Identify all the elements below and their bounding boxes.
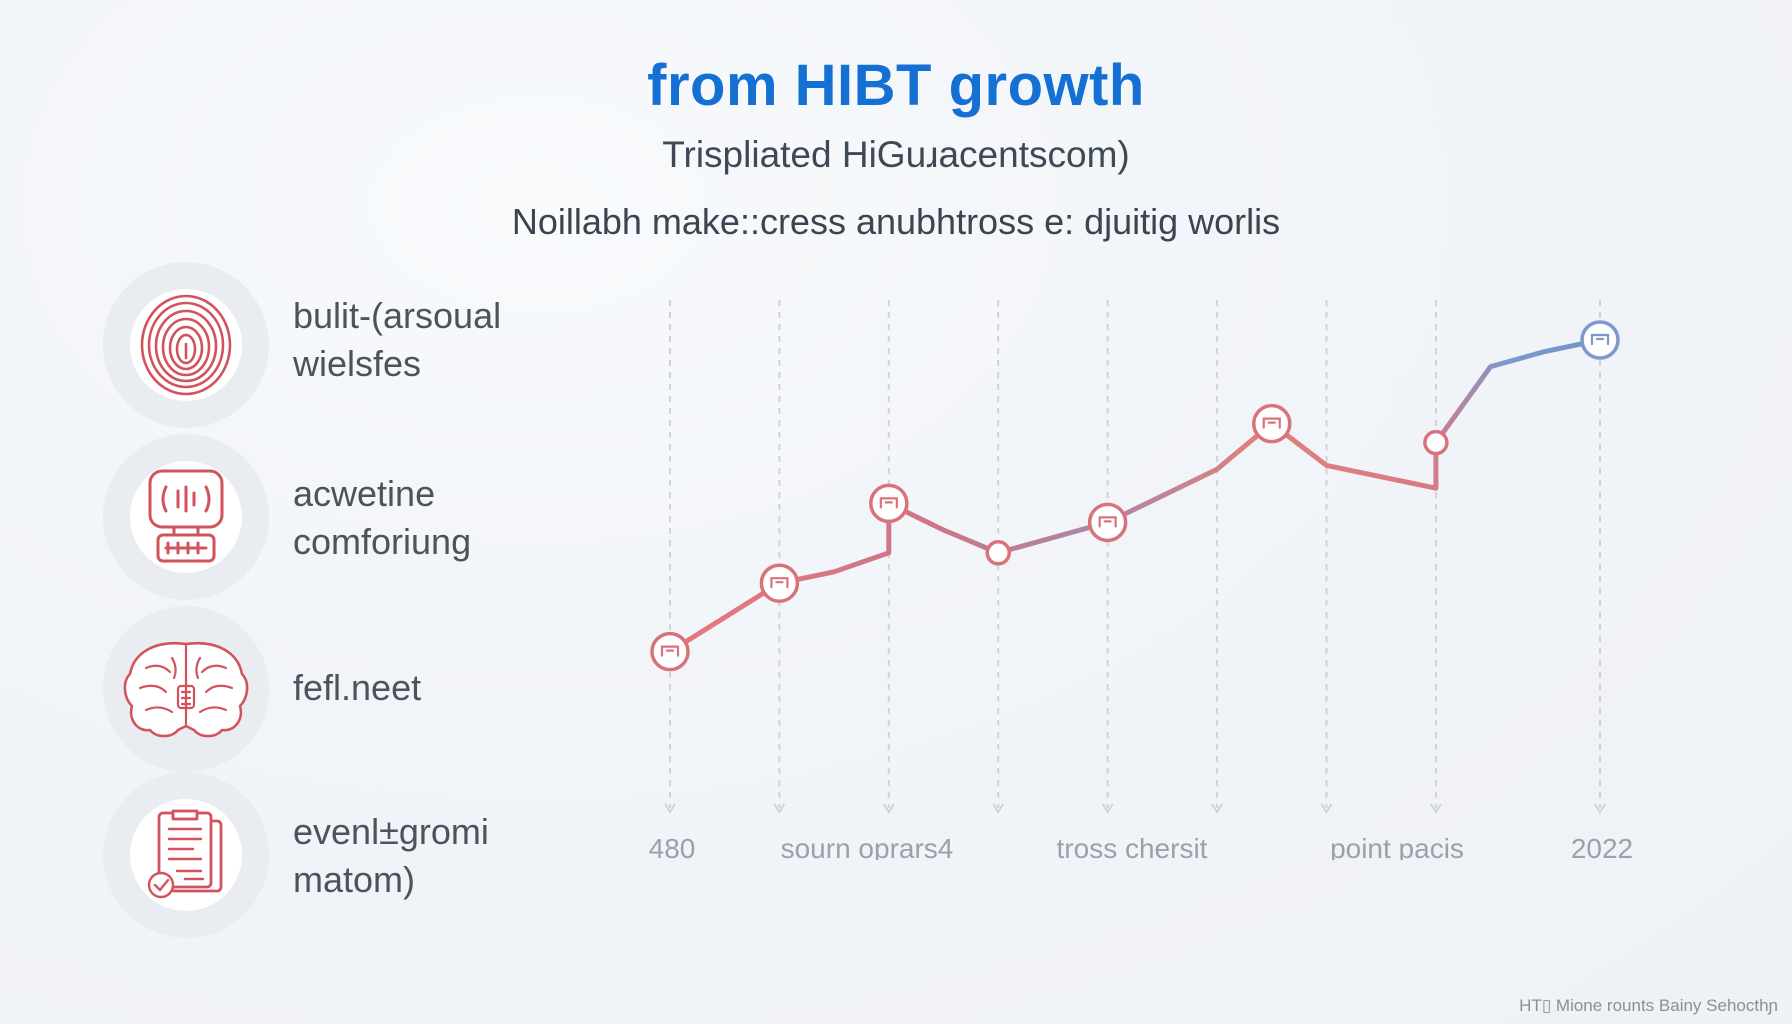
data-point-icon [869, 483, 909, 524]
feature-label: acwetine comforiung [293, 473, 472, 562]
page-subtitle: Trispliated HiGuɹacentscom) [662, 134, 1130, 175]
x-tick-label: tross chersit [1057, 833, 1208, 860]
feature-label: bulit-(arsoual wielsfes [293, 295, 502, 384]
document-icon [130, 799, 242, 911]
x-tick-label: 2022 [1571, 833, 1633, 860]
feature-label: evenl±gromi matom) [293, 811, 489, 900]
grid-arrow [882, 803, 895, 814]
grid-arrow [1101, 803, 1114, 814]
data-point [1423, 429, 1449, 456]
feature-item-2: acwetine comforiung [103, 434, 663, 600]
grid-arrow [992, 803, 1005, 814]
grid-arrow [1211, 803, 1223, 814]
data-point-icon [650, 631, 690, 672]
data-point-icon [1580, 320, 1620, 360]
voice-device-icon [130, 461, 242, 573]
feature-item-3: fefl.neet [103, 606, 663, 772]
data-point [985, 540, 1011, 566]
page-title: from HIBT growth [647, 53, 1145, 118]
x-tick-label: sourn oprars4 [781, 833, 954, 860]
x-tick-label: 480 [649, 833, 696, 860]
fingerprint-icon [130, 289, 242, 401]
series-line [667, 337, 1603, 655]
brain-icon [113, 626, 259, 752]
feature-item-4: evenl±gromi matom) [103, 772, 663, 938]
grid-arrow [664, 803, 676, 814]
growth-line-chart: 480 sourn oprars4 tross chersit point pa… [649, 300, 1634, 860]
x-tick-label: point pacis [1330, 833, 1464, 860]
grid-arrow [773, 803, 786, 814]
vertical-grid [664, 300, 1606, 814]
data-point-icon [1087, 502, 1128, 543]
grid-arrow [1320, 803, 1333, 814]
data-point-icon [759, 563, 800, 603]
grid-arrow [1594, 803, 1606, 814]
page-tagline: Noillabh make::cress anubhtross e: djuit… [511, 201, 1281, 242]
data-point-icon [1252, 403, 1292, 444]
grid-arrow [1430, 803, 1442, 814]
data-markers [650, 320, 1620, 672]
x-axis-ticks: 480 sourn oprars4 tross chersit point pa… [649, 833, 1634, 860]
feature-item-1: bulit-(arsoual wielsfes [103, 262, 663, 428]
feature-label: fefl.neet [293, 667, 422, 708]
footer-caption: HT▯ Mione rounts Bainy Sehocthɲ [1519, 996, 1778, 1015]
